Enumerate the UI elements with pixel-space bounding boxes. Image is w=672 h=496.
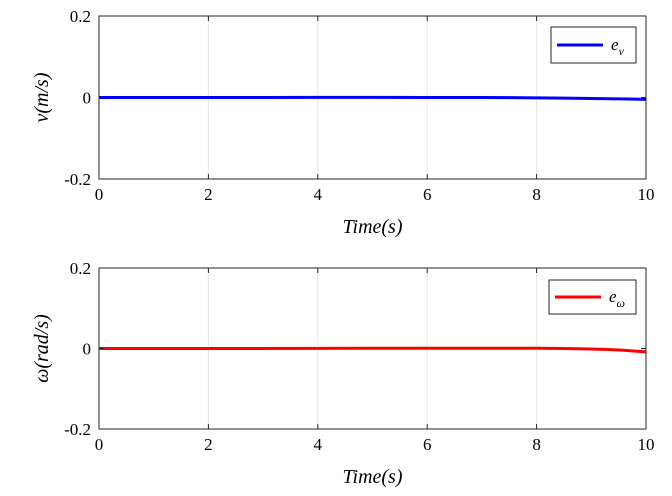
x-tick-label-1: 2 bbox=[204, 435, 213, 454]
x-tick-label-2: 4 bbox=[314, 435, 323, 454]
x-tick-label-0: 0 bbox=[95, 435, 104, 454]
x-tick-label-5: 10 bbox=[638, 435, 655, 454]
series-line-0 bbox=[99, 95, 647, 101]
y-tick-label-0: -0.2 bbox=[64, 170, 91, 189]
x-tick-label-5: 10 bbox=[638, 185, 655, 204]
y-tick-label-2: 0.2 bbox=[70, 7, 91, 26]
x-tick-label-3: 6 bbox=[423, 185, 432, 204]
y-axis-label: v(m/s) bbox=[31, 72, 53, 122]
y-tick-label-1: 0 bbox=[83, 340, 92, 359]
legend-label-subscript: v bbox=[619, 44, 625, 58]
legend-label-0: ev bbox=[611, 35, 625, 58]
x-tick-label-4: 8 bbox=[532, 435, 541, 454]
legend-label-subscript: ω bbox=[617, 296, 625, 310]
x-axis-label: Time(s) bbox=[343, 216, 403, 238]
x-tick-label-1: 2 bbox=[204, 185, 213, 204]
x-tick-label-3: 6 bbox=[423, 435, 432, 454]
legend-label-main: e bbox=[609, 287, 617, 306]
legend: eω bbox=[548, 279, 637, 315]
legend-label-main: e bbox=[611, 35, 619, 54]
y-tick-label-0: -0.2 bbox=[64, 420, 91, 439]
legend-label-0: eω bbox=[609, 287, 625, 310]
y-tick-label-2: 0.2 bbox=[70, 259, 91, 278]
legend: ev bbox=[550, 26, 637, 64]
x-tick-label-4: 8 bbox=[532, 185, 541, 204]
x-axis-label: Time(s) bbox=[343, 466, 403, 488]
x-tick-label-0: 0 bbox=[95, 185, 104, 204]
y-tick-label-1: 0 bbox=[83, 89, 92, 108]
x-tick-label-2: 4 bbox=[314, 185, 323, 204]
series-line-0 bbox=[99, 346, 647, 354]
y-axis-label: ω(rad/s) bbox=[31, 314, 53, 383]
